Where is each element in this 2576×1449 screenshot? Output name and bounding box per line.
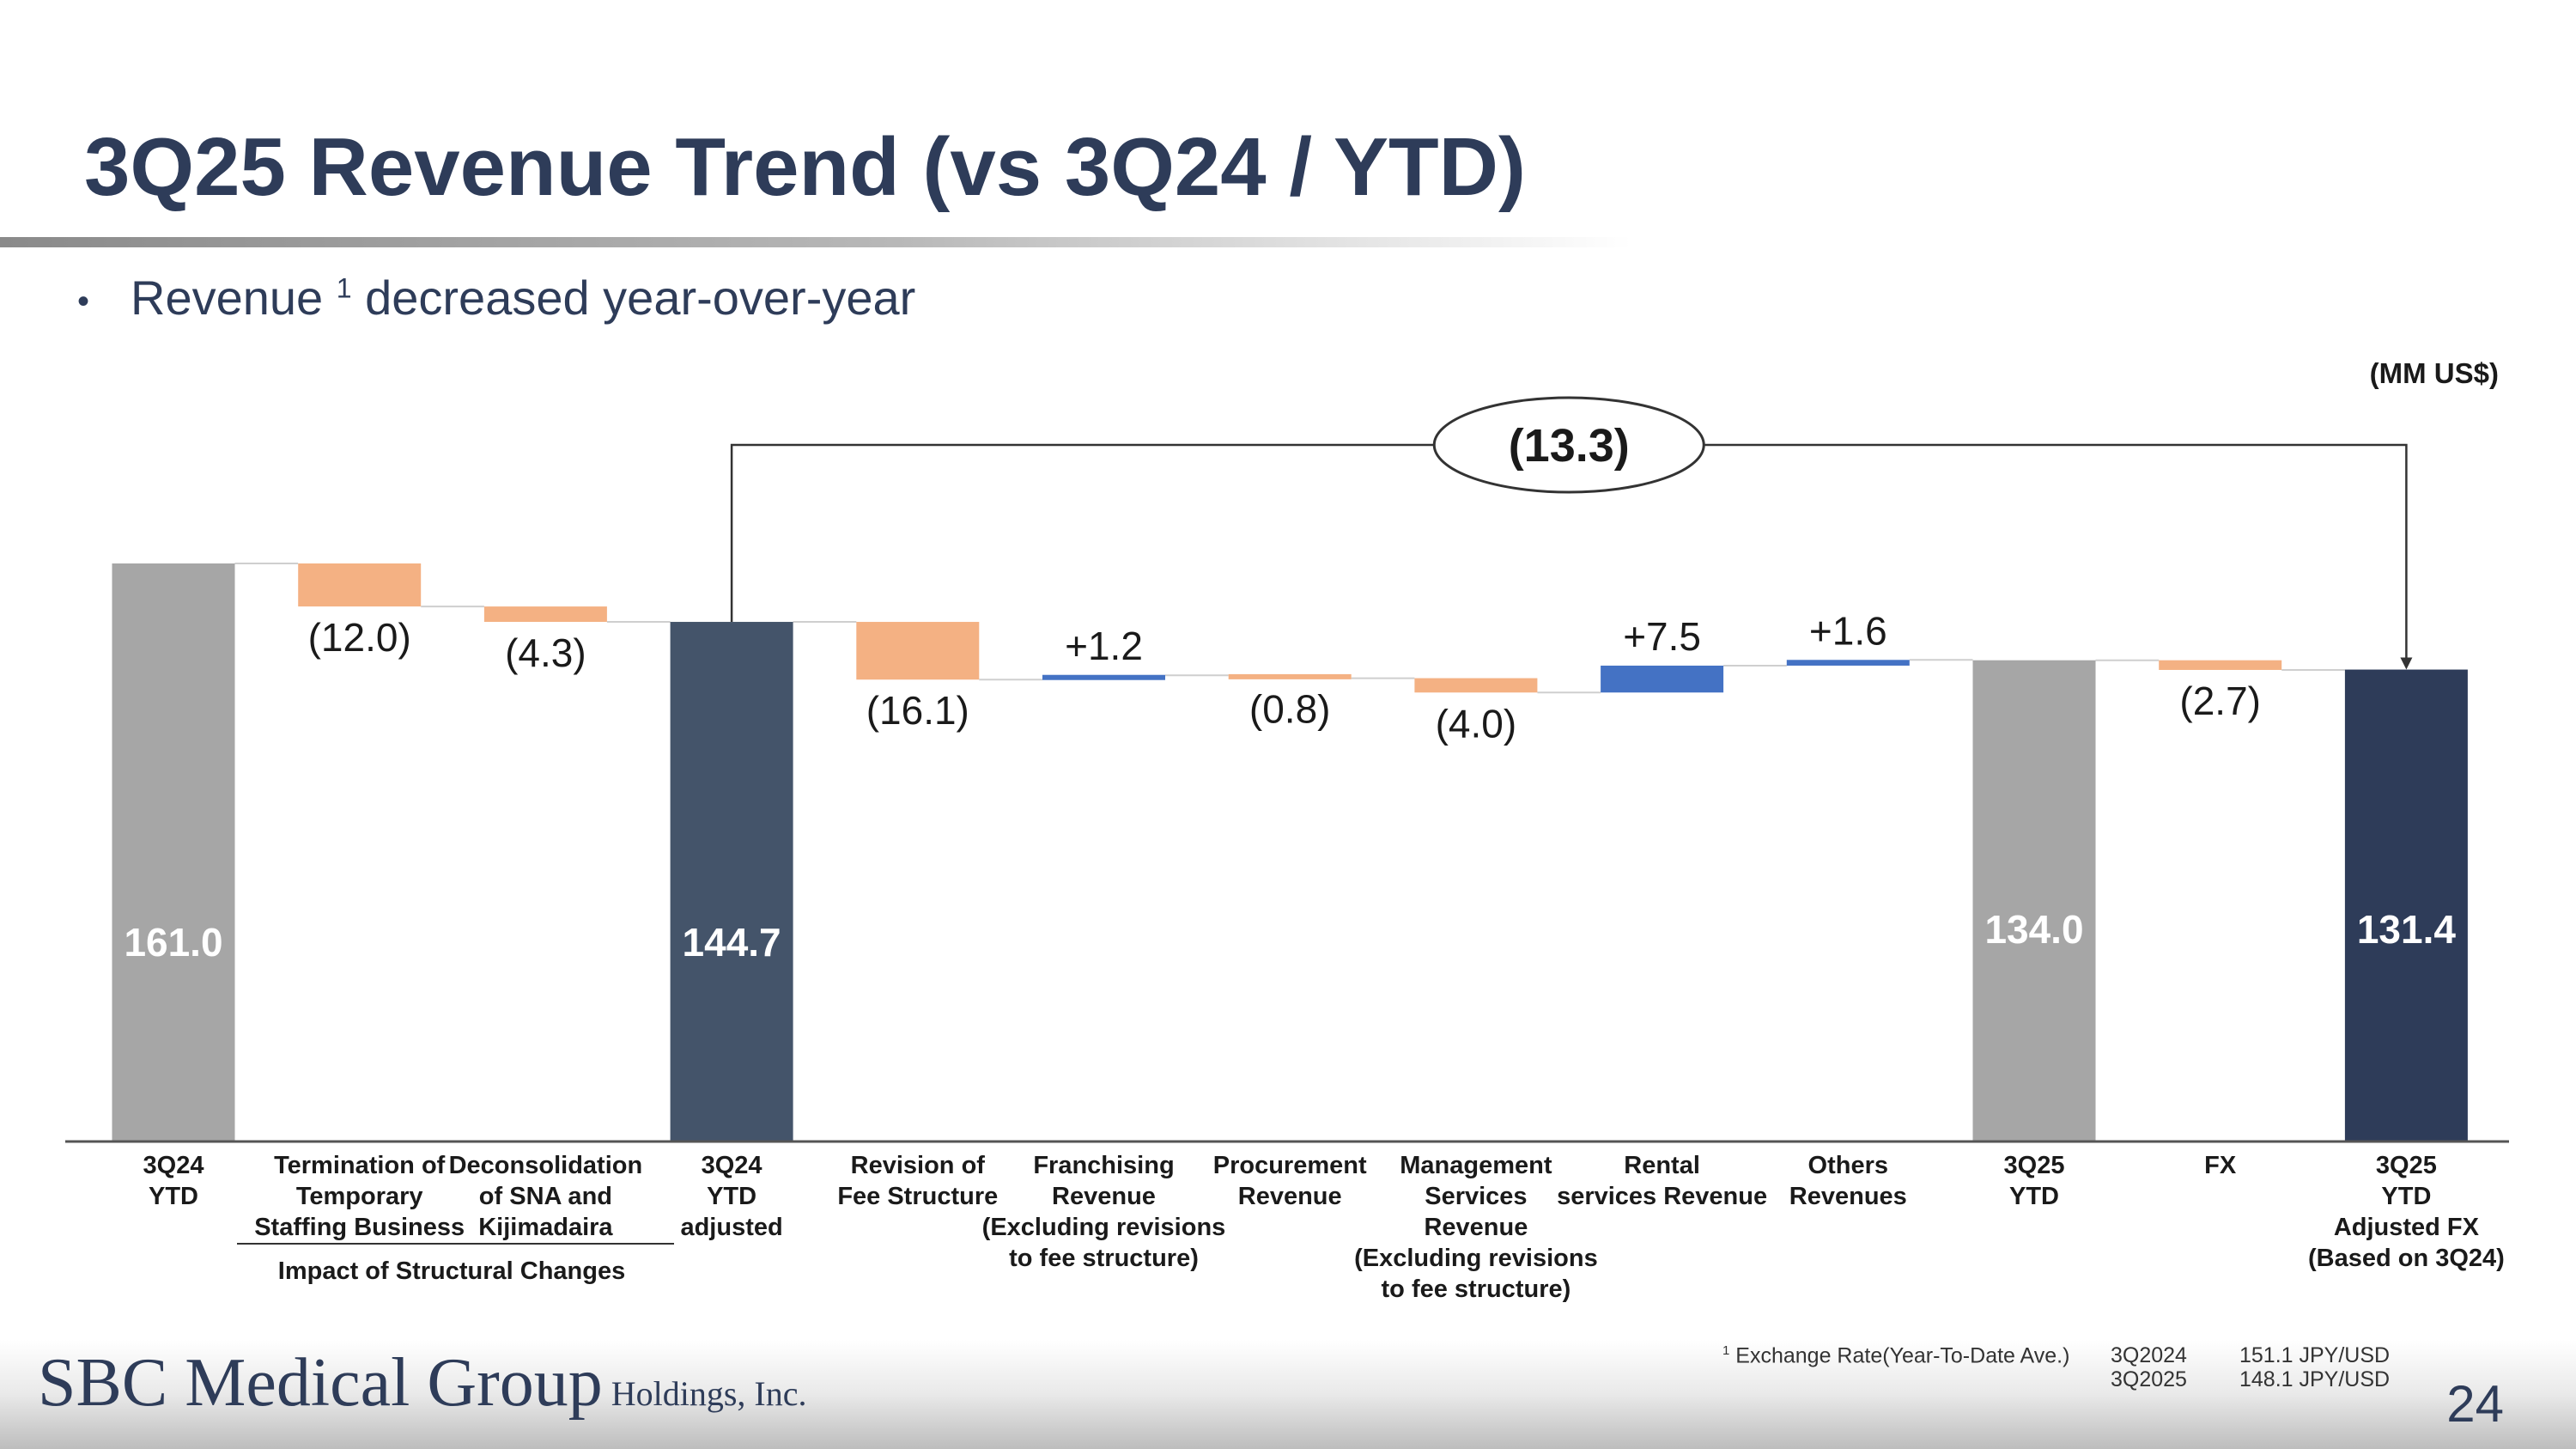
value-label: (0.8) <box>1249 687 1331 732</box>
bar-termination-of-temporary-staffing-business <box>298 563 422 607</box>
value-label: (4.3) <box>505 630 586 675</box>
bar-rental-services-revenue <box>1601 665 1724 693</box>
category-label: Deconsolidation <box>449 1152 643 1179</box>
category-label: services Revenue <box>1557 1183 1767 1210</box>
category-label: (Excluding revisions <box>1354 1245 1598 1272</box>
bar-3q25-ytd <box>1972 660 2096 1141</box>
page-title: 3Q25 Revenue Trend (vs 3Q24 / YTD) <box>84 121 1526 213</box>
bar-procurement-revenue <box>1228 673 1352 679</box>
value-label: (4.0) <box>1436 701 1517 746</box>
group-label: Impact of Structural Changes <box>278 1257 625 1285</box>
value-labels-group: 161.0 (12.0) (4.3) 144.7 (16.1) +1.2 (0.8) (4.0… <box>124 608 2456 965</box>
category-label: Others <box>1808 1152 1888 1179</box>
waterfall-chart: (MM US$) 161.0 (12.0) (4.3) 144.7 (16.1) +1.2… <box>65 357 2509 1303</box>
bars-group <box>112 563 2468 1141</box>
category-label: to fee structure) <box>1382 1275 1571 1303</box>
category-label: Adjusted FX <box>2334 1214 2480 1241</box>
category-label: 3Q24 <box>702 1152 762 1179</box>
rate-value: 151.1 JPY/USD <box>2239 1343 2391 1367</box>
value-label: +1.2 <box>1065 624 1143 668</box>
category-label: Kijimadaira <box>478 1214 613 1241</box>
value-label: +1.6 <box>1809 608 1887 653</box>
category-label: Rental <box>1624 1152 1700 1179</box>
category-label: 3Q25 <box>2376 1152 2437 1179</box>
bullet-marker: • <box>77 282 90 320</box>
exchange-rate-label-text: Exchange Rate(Year-To-Date Ave.) <box>1735 1343 2070 1368</box>
category-label: Services <box>1425 1183 1527 1210</box>
category-label: 3Q25 <box>2004 1152 2065 1179</box>
category-label: Franchising <box>1033 1152 1174 1179</box>
bar-3q24-ytd <box>112 563 235 1141</box>
category-label: YTD <box>2381 1183 2431 1210</box>
category-label: adjusted <box>680 1214 782 1241</box>
category-label: Revenue <box>1052 1183 1156 1210</box>
bar-others-revenues <box>1786 660 1910 666</box>
value-label: (16.1) <box>866 688 969 733</box>
category-label: FX <box>2204 1152 2237 1179</box>
category-label: Revision of <box>851 1152 986 1179</box>
unit-label: (MM US$) <box>2370 357 2499 389</box>
category-label: YTD <box>149 1183 198 1210</box>
category-label: (Based on 3Q24) <box>2308 1245 2505 1272</box>
footer-band <box>0 1340 2576 1449</box>
category-label: Revenue <box>1238 1183 1342 1210</box>
value-label: 134.0 <box>1984 907 2083 952</box>
page-number: 24 <box>2446 1375 2504 1433</box>
category-label: YTD <box>2009 1183 2059 1210</box>
category-label: (Excluding revisions <box>982 1214 1226 1241</box>
difference-bracket: (13.3) <box>730 396 2413 670</box>
footnote-ref: 1 <box>336 272 352 304</box>
category-label: Procurement <box>1213 1152 1367 1179</box>
summary-bullet: • Revenue 1 decreased year-over-year <box>77 270 915 326</box>
category-label: 3Q24 <box>143 1152 204 1179</box>
bracket-arrowhead <box>2400 657 2413 670</box>
category-label: Termination of <box>274 1152 446 1179</box>
bar-3q25-ytd-adjusted-fx-based-on-3q24 <box>2344 669 2468 1141</box>
bar-revision-of-fee-structure <box>856 622 980 680</box>
category-label: Management <box>1400 1152 1552 1179</box>
category-label: Fee Structure <box>837 1183 998 1210</box>
category-label: YTD <box>707 1183 756 1210</box>
category-labels-group: 3Q24 YTD Termination of Temporary Staffing B… <box>143 1152 2505 1303</box>
period-label: 3Q2024 <box>2111 1343 2187 1367</box>
value-label: (12.0) <box>308 615 411 660</box>
bar-management-services-revenue-excluding-revisions-to-fee-structure <box>1414 678 1538 693</box>
category-label: Temporary <box>296 1183 423 1210</box>
bar-deconsolidation-of-sna-and-kijimadaira <box>483 606 607 623</box>
value-label: 131.4 <box>2357 907 2457 952</box>
exchange-rate-label: 1 Exchange Rate(Year-To-Date Ave.) <box>1722 1343 2069 1368</box>
category-label: Revenues <box>1789 1183 1907 1210</box>
bar-fx <box>2159 660 2282 670</box>
connector-lines <box>234 563 2345 694</box>
logo-main: SBC Medical Group <box>38 1345 603 1421</box>
period-label: 3Q2025 <box>2111 1367 2187 1391</box>
value-label: (2.7) <box>2179 679 2261 723</box>
footnote-marker: 1 <box>1722 1343 1730 1358</box>
category-label: Staffing Business <box>254 1214 465 1241</box>
bullet-text-start: Revenue <box>131 271 337 325</box>
category-label: of SNA and <box>479 1183 612 1210</box>
category-label: to fee structure) <box>1009 1245 1199 1272</box>
value-label: 144.7 <box>683 920 781 965</box>
structural-changes-group: Impact of Structural Changes <box>237 1243 674 1285</box>
difference-ellipse <box>1432 396 1705 494</box>
category-label: Revenue <box>1424 1214 1528 1241</box>
company-logo: SBC Medical Group Holdings, Inc. <box>38 1344 807 1422</box>
bullet-text-end: decreased year-over-year <box>351 271 916 325</box>
logo-sub: Holdings, Inc. <box>611 1374 807 1413</box>
title-underline <box>0 237 1631 247</box>
value-label: +7.5 <box>1623 614 1701 659</box>
bar-3q24-ytd-adjusted <box>670 622 793 1141</box>
bar-franchising-revenue-excluding-revisions-to-fee-structure <box>1042 674 1165 680</box>
rate-value: 148.1 JPY/USD <box>2239 1367 2391 1391</box>
difference-value: (13.3) <box>1509 420 1630 472</box>
value-label: 161.0 <box>124 920 222 965</box>
